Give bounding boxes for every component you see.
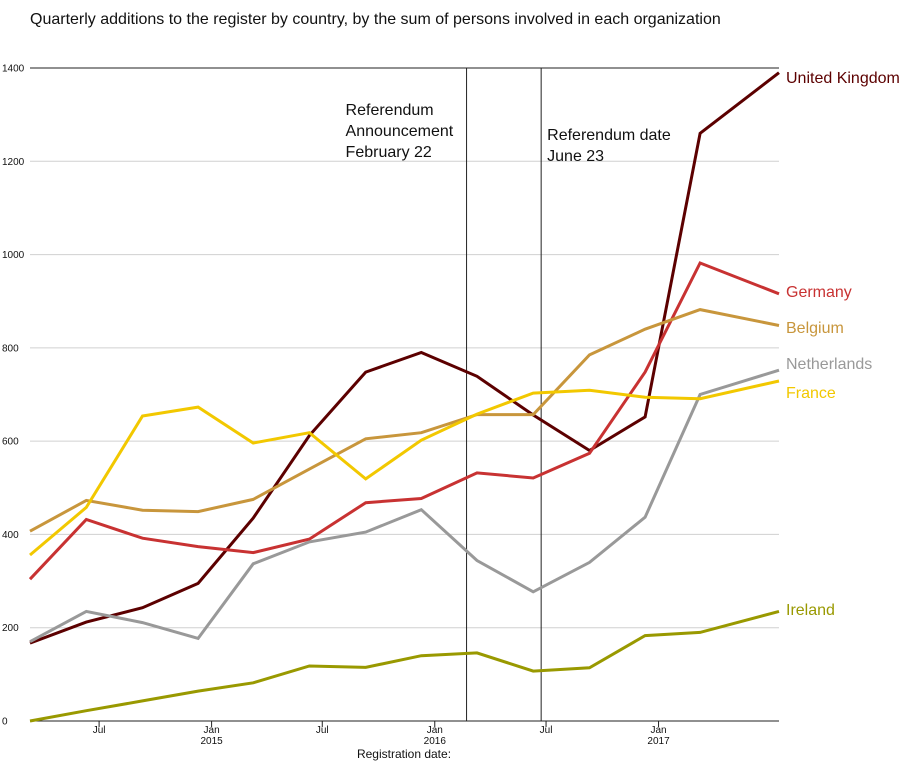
series-line xyxy=(29,609,780,723)
annotation-text: Announcement xyxy=(346,123,454,140)
y-tick-label: 400 xyxy=(2,530,19,541)
series-lines xyxy=(28,71,780,723)
x-tick-year: 2016 xyxy=(424,736,447,747)
series-line xyxy=(29,308,780,533)
series-label: Ireland xyxy=(786,602,835,619)
x-tick-label: Jan xyxy=(427,725,443,736)
series-line xyxy=(29,379,780,557)
y-tick-label: 1200 xyxy=(2,157,25,168)
series-line xyxy=(28,261,780,581)
series-label: France xyxy=(786,385,836,402)
series-label: United Kingdom xyxy=(786,70,900,87)
annotation-text: Referendum date xyxy=(547,127,671,144)
annotation-text: June 23 xyxy=(547,148,604,165)
y-tick-label: 600 xyxy=(2,437,19,448)
series-label: Germany xyxy=(786,284,852,301)
y-axis: 0 200 400 600 800 1000 1200 1400 xyxy=(2,64,25,728)
series-label: Belgium xyxy=(786,320,844,337)
x-tick-label: Jan xyxy=(204,725,220,736)
y-tick-label: 0 xyxy=(2,717,8,728)
y-tick-label: 1000 xyxy=(2,250,25,261)
annotations: Referendum Announcement February 22 Referen… xyxy=(346,68,671,721)
chart-subtitle: Quarterly additions to the register by c… xyxy=(30,11,721,28)
annotation-text: Referendum xyxy=(346,102,434,119)
x-tick-label: Jul xyxy=(540,725,553,736)
x-tick-label: Jan xyxy=(650,725,666,736)
series-line xyxy=(29,71,780,645)
x-axis-label: Registration date: xyxy=(357,747,451,761)
x-tick-label: Jul xyxy=(93,725,106,736)
y-tick-label: 800 xyxy=(2,343,19,354)
y-tick-label: 1400 xyxy=(2,64,25,75)
y-tick-label: 200 xyxy=(2,623,19,634)
series-line xyxy=(29,368,780,644)
x-tick-year: 2015 xyxy=(200,736,223,747)
annotation-text: February 22 xyxy=(346,144,432,161)
series-label: Netherlands xyxy=(786,356,872,373)
gridlines xyxy=(30,67,779,722)
x-tick-year: 2017 xyxy=(647,736,670,747)
series-labels: United Kingdom Germany Belgium Netherlands F… xyxy=(786,70,900,619)
x-tick-label: Jul xyxy=(316,725,329,736)
